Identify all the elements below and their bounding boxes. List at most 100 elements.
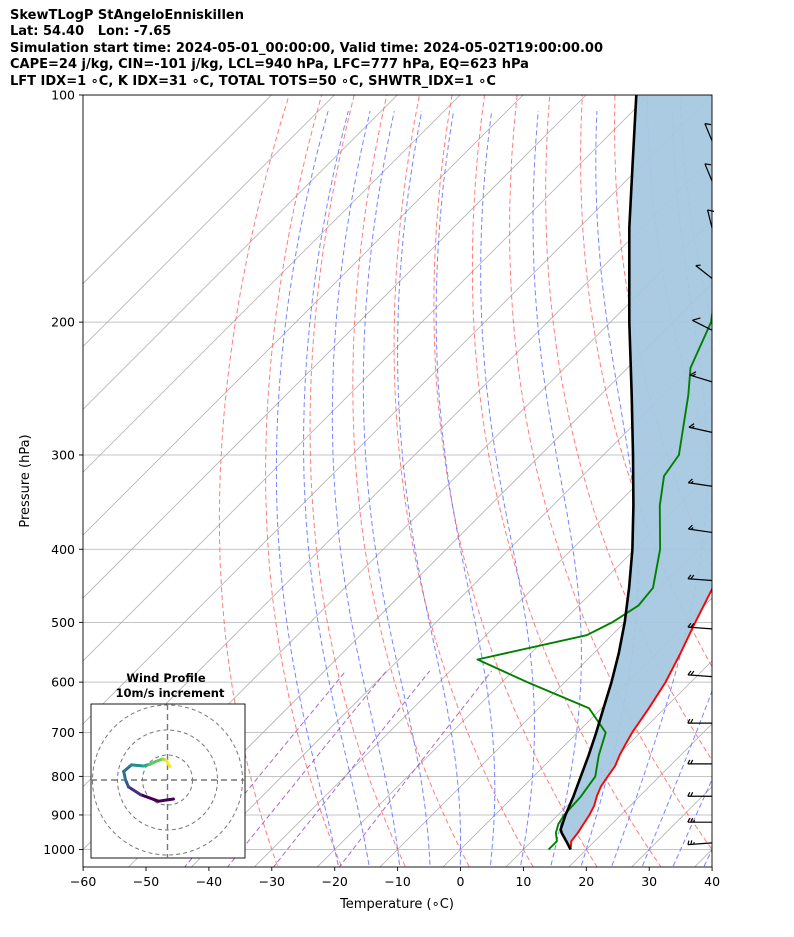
y-tick-label: 700 — [51, 725, 75, 740]
wind-barb — [704, 163, 713, 182]
isotherm-line — [505, 660, 712, 867]
barb-flag — [690, 718, 694, 724]
x-tick-label: −60 — [70, 874, 96, 889]
moist-adiabat — [641, 689, 712, 867]
wind-barb — [706, 209, 715, 229]
isotherm-line — [83, 95, 712, 725]
barb-staff — [687, 626, 713, 630]
hodograph-segment — [122, 763, 133, 773]
barb-flag — [687, 478, 693, 484]
x-tick-label: 40 — [704, 874, 720, 889]
barb-staff — [704, 163, 713, 182]
barb-flag — [687, 791, 691, 797]
barb-flag — [690, 623, 695, 628]
hodograph-segment — [127, 785, 142, 797]
dry-adiabat — [774, 61, 794, 881]
hodograph-segment — [139, 793, 160, 803]
wind-barb — [687, 718, 712, 724]
barb-staff — [688, 528, 713, 534]
isotherm-line — [83, 95, 335, 347]
barb-flag — [687, 574, 692, 580]
wind-barb — [692, 317, 713, 331]
wind-barb — [689, 371, 713, 383]
barb-flag — [690, 817, 694, 823]
barb-flag — [688, 423, 695, 428]
wind-barb — [687, 670, 713, 678]
wind-barbs — [687, 123, 715, 846]
axes: −60 −50 −40 −30 −20 −10 0 10 20 30 40 1000 900 800 700… — [43, 88, 720, 890]
isotherm-line — [83, 95, 461, 473]
barb-half-flag — [690, 527, 694, 530]
barb-flag — [687, 840, 690, 845]
dry-adiabat — [433, 95, 598, 867]
wind-barb — [704, 123, 713, 142]
hodograph-subtitle: 10m/s increment — [116, 686, 225, 700]
moist-adiabat — [435, 110, 496, 867]
barb-flag — [690, 840, 693, 845]
wind-barb — [688, 423, 713, 433]
mixing-ratio-line — [272, 670, 431, 867]
isotherm-line — [83, 95, 524, 536]
isotherm-line — [316, 471, 712, 867]
isotherm-line — [379, 534, 712, 867]
x-tick-label: −40 — [196, 874, 222, 889]
chart-title: SkewTLogP StAngeloEnniskillen — [10, 8, 244, 23]
isotherm-line — [83, 95, 650, 662]
barb-flag — [690, 670, 695, 676]
barb-staff — [688, 426, 713, 433]
moist-adiabat — [480, 110, 535, 867]
barb-flag — [689, 371, 697, 376]
x-tick-label: −50 — [133, 874, 159, 889]
hodograph-segment — [130, 763, 145, 768]
wind-barb — [695, 264, 713, 279]
dry-adiabat — [711, 61, 794, 881]
barb-half-flag — [704, 163, 712, 166]
barb-flag — [692, 317, 701, 321]
dry-adiabat — [309, 95, 407, 867]
barb-staff — [692, 319, 713, 331]
barb-staff — [704, 123, 713, 142]
x-tick-label: −10 — [384, 874, 410, 889]
barb-half-flag — [707, 209, 715, 212]
barb-staff — [706, 209, 713, 229]
wind-barb — [687, 840, 713, 846]
isotherm-line — [127, 282, 712, 867]
dry-adiabat — [265, 95, 343, 867]
x-tick-label: 10 — [515, 874, 531, 889]
wind-barb — [687, 622, 713, 630]
dry-adiabat — [580, 95, 712, 668]
x-tick-label: 20 — [578, 874, 594, 889]
barb-flag — [687, 622, 692, 628]
x-tick-label: 0 — [457, 874, 465, 889]
isotherm-line — [442, 597, 712, 867]
moist-adiabat — [275, 110, 340, 867]
barb-flag — [690, 791, 694, 797]
isotherm-line — [190, 345, 712, 867]
barb-flag — [687, 524, 693, 530]
wind-barb — [687, 478, 713, 487]
isotherm-line — [83, 95, 273, 285]
chart-header: SkewTLogP StAngeloEnniskillen Lat: 54.40… — [10, 8, 603, 90]
barb-flag — [690, 574, 695, 580]
temperature-profile — [569, 587, 712, 850]
y-tick-label: 300 — [51, 447, 75, 462]
hodograph-title: Wind Profile — [126, 671, 206, 685]
moist-adiabat — [532, 110, 582, 867]
wind-barb — [687, 791, 712, 797]
moist-adiabat — [331, 110, 401, 867]
y-tick-label: 600 — [51, 675, 75, 690]
barb-half-flag — [691, 425, 695, 429]
y-tick-label: 500 — [51, 615, 75, 630]
indices-line: LFT IDX=1 ∘C, K IDX=31 ∘C, TOTAL TOTS=50… — [10, 73, 496, 89]
isotherm-line — [83, 95, 398, 410]
hodograph-segment — [157, 797, 175, 803]
barb-half-flag — [704, 123, 712, 126]
y-tick-label: 900 — [51, 807, 75, 822]
wind-barb — [687, 759, 712, 765]
cape-shading — [560, 95, 712, 850]
isotherm-line — [744, 60, 794, 880]
barb-half-flag — [693, 819, 696, 823]
x-tick-label: −20 — [322, 874, 348, 889]
cape-line: CAPE=24 j/kg, CIN=-101 j/kg, LCL=940 hPa… — [10, 57, 529, 73]
